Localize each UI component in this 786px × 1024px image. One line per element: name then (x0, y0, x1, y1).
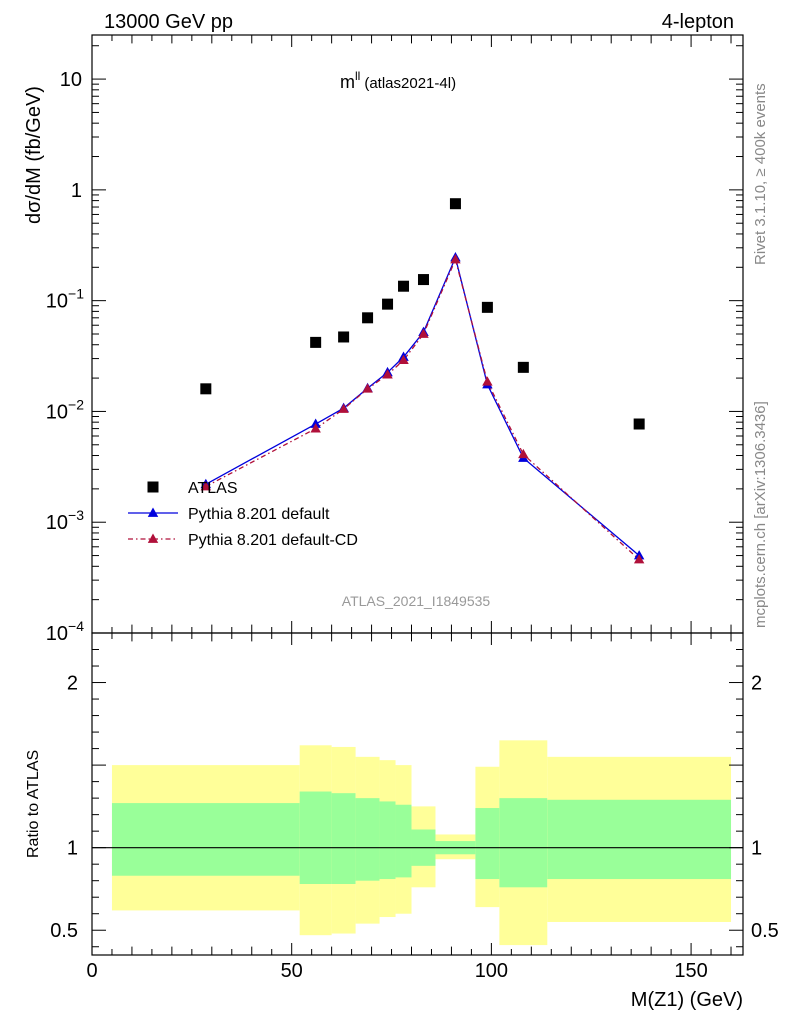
main-y-tick-label-1: 10−3 (46, 507, 84, 534)
x-axis-title: M(Z1) (GeV) (631, 989, 743, 1011)
ratio-y-tick-label-left-0: 0.5 (50, 920, 78, 942)
series-0-point-0 (200, 383, 212, 395)
legend-marker-1 (147, 507, 159, 517)
ratio-band-inner-2 (331, 793, 356, 884)
legend-label-1: Pythia 8.201 default (188, 506, 330, 523)
header-left: 13000 GeV pp (104, 11, 233, 33)
series-0-point-2 (338, 331, 350, 343)
plot-title-suffix: (atlas2021-4l) (364, 75, 456, 92)
series-0-point-1 (310, 336, 322, 348)
series-2-point-3 (362, 383, 373, 393)
legend-label-0: ATLAS (188, 480, 238, 497)
legend-label-2: Pythia 8.201 default-CD (188, 532, 358, 549)
ratio-band-inner-10 (547, 799, 732, 880)
x-tick-label-1: 50 (281, 960, 303, 982)
ratio-band-inner-1 (299, 791, 332, 884)
series-2-point-0 (200, 481, 212, 491)
ratio-y-tick-label-right-2: 2 (751, 673, 762, 695)
ratio-band-inner-0 (111, 803, 300, 876)
legend: ATLAS Pythia 8.201 default Pythia 8.201 de… (128, 480, 358, 549)
plot-title: mll (atlas2021-4l) (340, 69, 456, 92)
plot-title-superscript: ll (355, 69, 360, 83)
main-series-markers (200, 198, 645, 564)
series-2-point-6 (418, 328, 429, 338)
series-0-point-3 (362, 312, 374, 324)
ratio-band-inner-9 (499, 798, 548, 888)
series-0-point-5 (398, 280, 410, 292)
series-0-point-4 (382, 298, 394, 310)
ratio-y-tick-label-right-1: 1 (751, 838, 762, 860)
ratio-y-tick-label-left-2: 2 (67, 673, 78, 695)
series-2-point-8 (482, 376, 493, 386)
series-0-point-6 (417, 274, 429, 286)
series-0-point-10 (633, 418, 645, 430)
header-right: 4-lepton (662, 11, 734, 33)
main-y-tick-label-4: 1 (71, 180, 82, 202)
analysis-watermark: ATLAS_2021_I1849535 (342, 593, 491, 609)
rivet-label: Rivet 3.1.10, ≥ 400k events (752, 83, 769, 265)
series-0-point-9 (517, 361, 529, 373)
series-0-point-8 (481, 301, 493, 313)
main-y-tick-label-0: 10−4 (46, 618, 84, 645)
ratio-band-inner-3 (355, 798, 380, 881)
plot-title-main: m (340, 72, 355, 92)
series-2-point-9 (518, 448, 529, 459)
legend-marker-0 (147, 481, 159, 493)
x-tick-label-3: 150 (674, 960, 707, 982)
series-2-point-2 (338, 403, 349, 413)
x-tick-label-0: 0 (86, 960, 97, 982)
main-y-tick-label-5: 10 (60, 69, 82, 91)
series-0-point-7 (449, 198, 461, 210)
main-y-tick-label-3: 10−1 (46, 286, 84, 313)
series-2-point-10 (633, 554, 645, 564)
axes: 0 50 100 150 10−4 10−3 10−2 10−1 1 10 0.5 0.5 1 1 2 2 (46, 34, 779, 982)
ratio-band-inner-4 (379, 801, 396, 880)
series-2-point-1 (310, 423, 321, 433)
ratio-y-tick-label-right-0: 0.5 (751, 920, 779, 942)
ratio-y-axis-title: Ratio to ATLAS (25, 750, 42, 858)
x-tick-label-2: 100 (475, 960, 508, 982)
main-y-axis-title: dσ/dM (fb/GeV) (23, 86, 45, 224)
ratio-bands (92, 740, 743, 946)
legend-marker-2 (147, 533, 159, 543)
main-y-tick-label-2: 10−2 (46, 396, 84, 423)
ratio-band-inner-5 (395, 804, 412, 878)
series-2-point-5 (398, 354, 409, 365)
series-2-point-4 (382, 369, 393, 379)
ratio-y-tick-label-left-1: 1 (67, 838, 78, 860)
series-2-point-7 (450, 254, 461, 264)
ratio-panel-frame (91, 632, 744, 956)
ratio-band-inner-8 (475, 808, 500, 880)
series-line-2 (205, 257, 640, 561)
mcplots-label: mcplots.cern.ch [arXiv:1306.3436] (752, 401, 769, 628)
